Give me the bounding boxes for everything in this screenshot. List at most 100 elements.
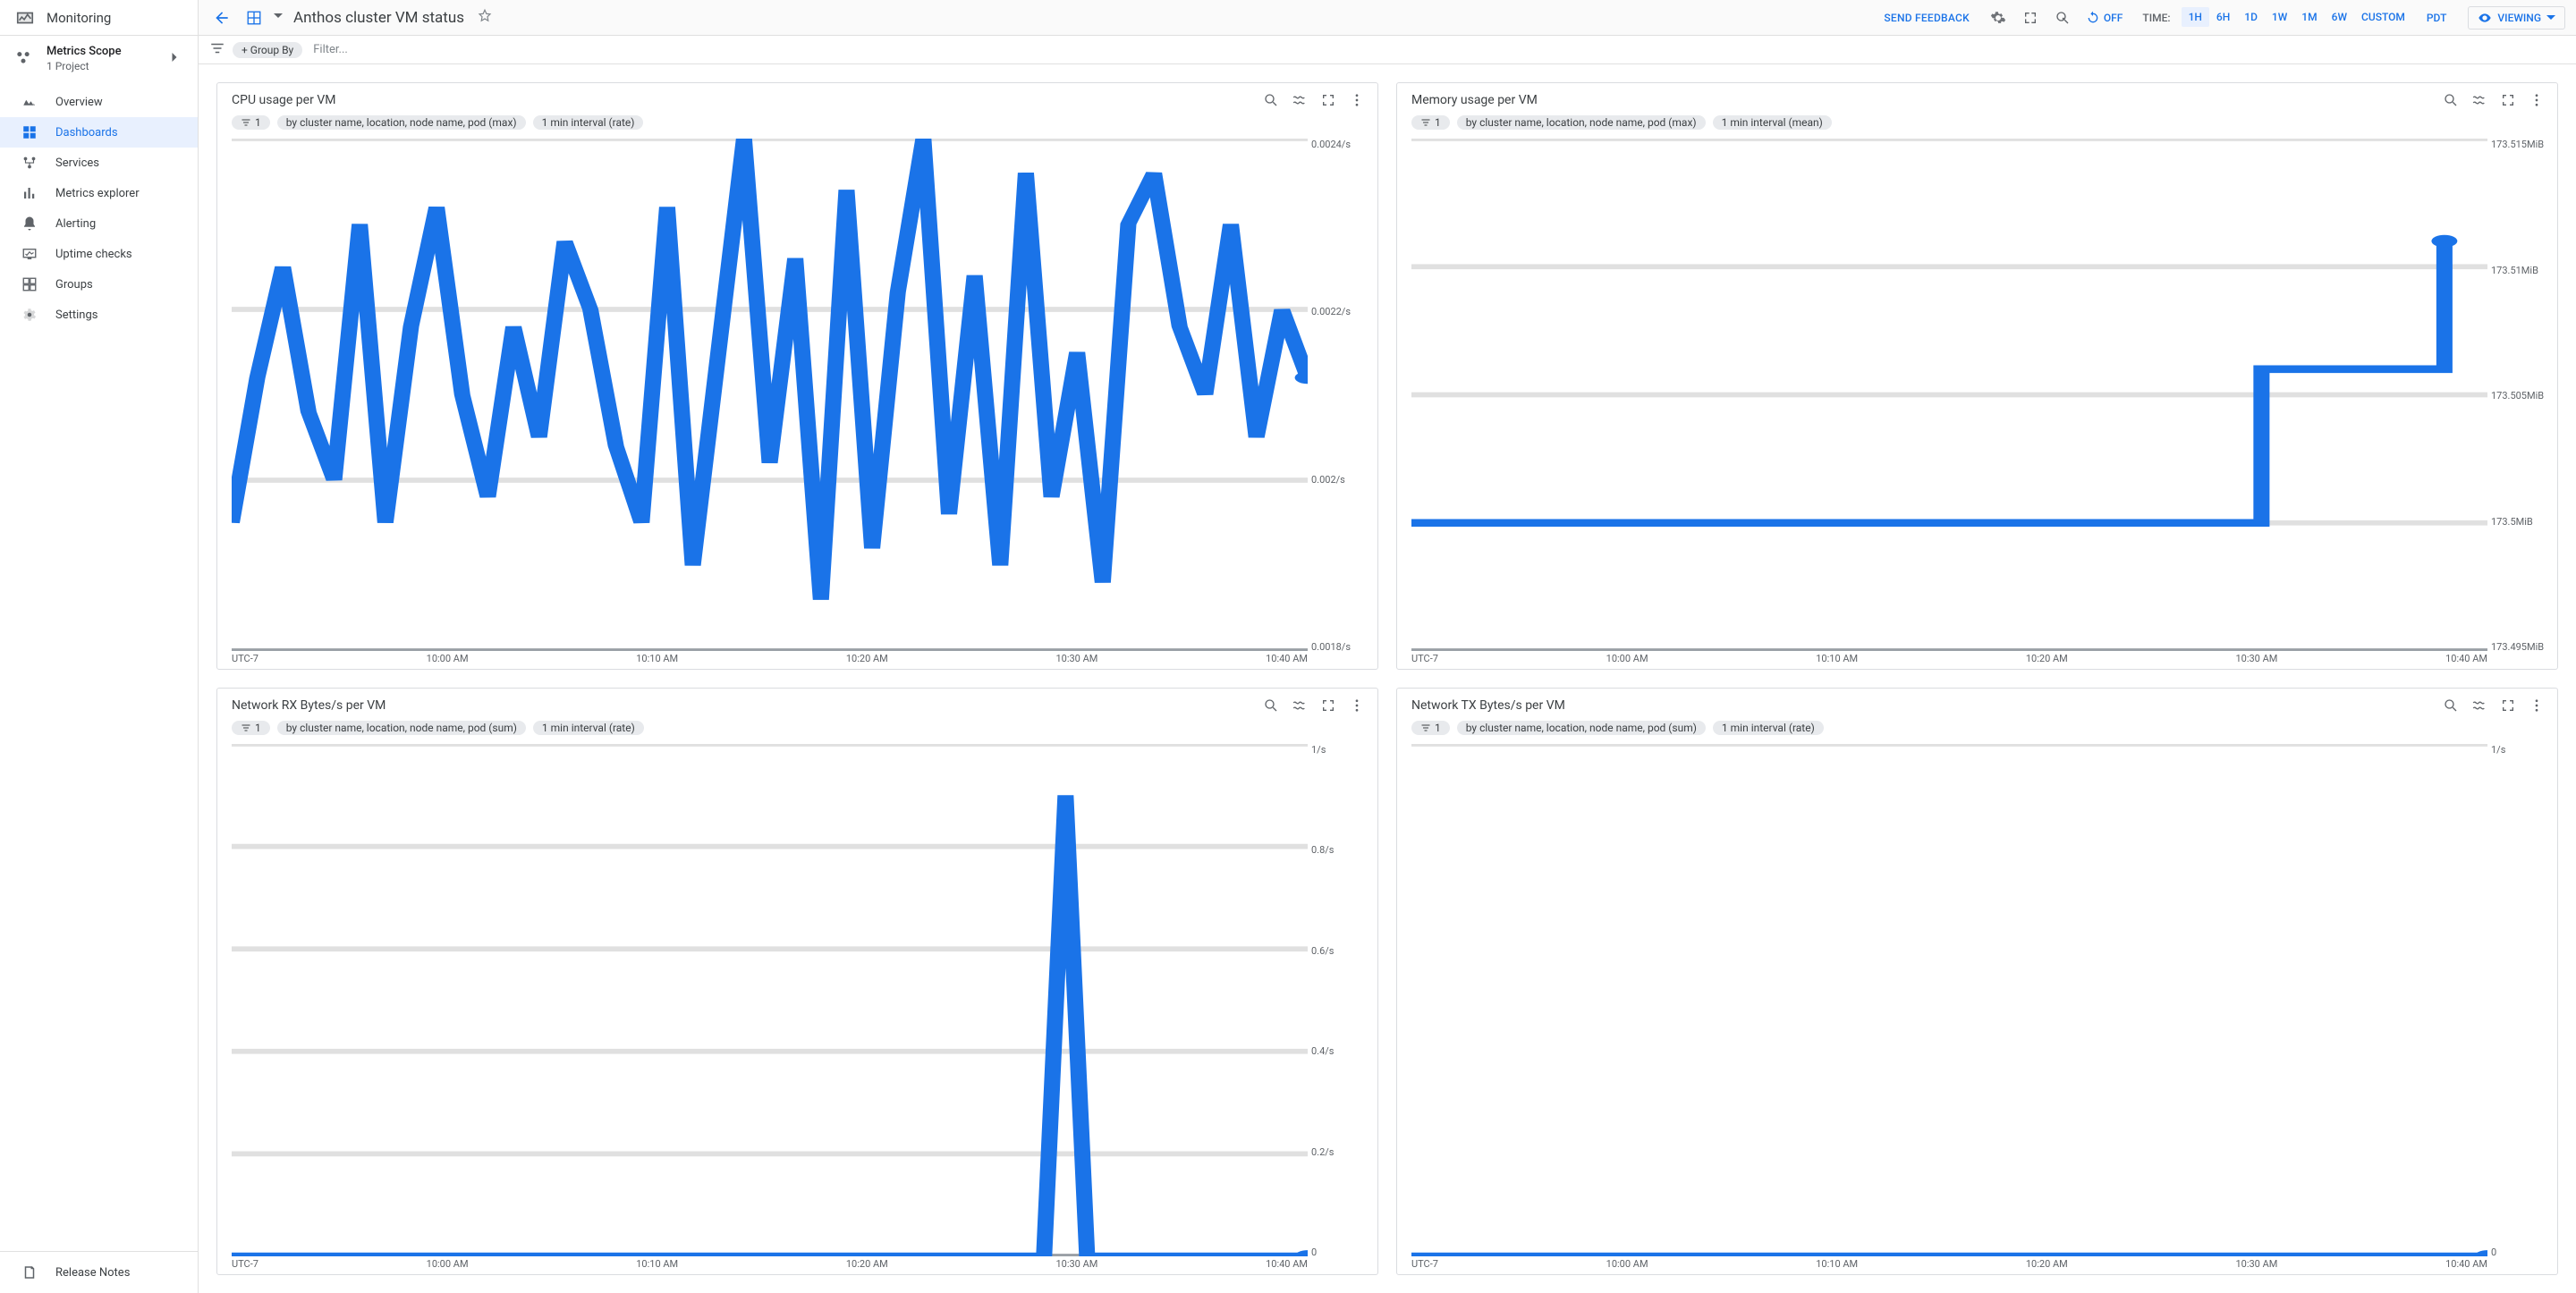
aggregation-chip[interactable]: by cluster name, location, node name, po… — [1457, 115, 1706, 130]
zoom-icon[interactable] — [2443, 92, 2459, 108]
dashboard-panels: CPU usage per VM 1 by cluster name, locat… — [199, 64, 2576, 1293]
sidebar-item-groups[interactable]: Groups — [0, 269, 198, 300]
sidebar: Monitoring Metrics Scope 1 Project Overv… — [0, 0, 199, 1293]
sidebar-item-label: Dashboards — [55, 126, 118, 139]
time-range-1h[interactable]: 1H — [2182, 7, 2209, 27]
chevron-right-icon — [165, 48, 183, 70]
metrics-scope-selector[interactable]: Metrics Scope 1 Project — [0, 36, 198, 81]
settings-gear-button[interactable] — [1986, 5, 2011, 30]
time-range-1w[interactable]: 1W — [2265, 7, 2294, 27]
panel-title: Network RX Bytes/s per VM — [232, 698, 1258, 713]
aggregation-chip[interactable]: 1 min interval (mean) — [1713, 115, 1832, 130]
scope-subtitle: 1 Project — [47, 60, 122, 72]
dropdown-caret-icon[interactable] — [274, 11, 283, 24]
sidebar-nav: Overview Dashboards Services Metrics explor… — [0, 81, 198, 1251]
settings-icon — [21, 307, 38, 323]
chart[interactable]: UTC-710:00 AM10:10 AM10:20 AM10:30 AM10:… — [232, 139, 1308, 665]
favorite-star-button[interactable] — [477, 8, 493, 28]
time-label: TIME: — [2142, 12, 2170, 24]
sidebar-item-overview[interactable]: Overview — [0, 87, 198, 117]
legend-icon[interactable] — [1292, 697, 1308, 714]
sidebar-product-title: Monitoring — [47, 10, 111, 26]
time-range-custom[interactable]: CUSTOM — [2354, 7, 2412, 27]
metrics-explorer-icon — [21, 185, 38, 201]
aggregation-chip[interactable]: by cluster name, location, node name, po… — [1457, 721, 1706, 735]
reset-zoom-button[interactable] — [2050, 5, 2075, 30]
time-range-1d[interactable]: 1D — [2237, 7, 2265, 27]
send-feedback-button[interactable]: SEND FEEDBACK — [1875, 12, 1979, 24]
release-notes-icon — [21, 1264, 38, 1280]
sidebar-item-services[interactable]: Services — [0, 148, 198, 178]
chart[interactable]: UTC-710:00 AM10:10 AM10:20 AM10:30 AM10:… — [232, 744, 1308, 1271]
sidebar-item-settings[interactable]: Settings — [0, 300, 198, 330]
sidebar-item-uptime[interactable]: Uptime checks — [0, 239, 198, 269]
auto-refresh-toggle[interactable]: OFF — [2082, 11, 2127, 25]
aggregation-chip[interactable]: by cluster name, location, node name, po… — [277, 115, 526, 130]
group-by-chip[interactable]: + Group By — [233, 42, 302, 58]
sidebar-item-label: Uptime checks — [55, 248, 132, 261]
aggregation-chip[interactable]: 1 min interval (rate) — [533, 115, 644, 130]
uptime-icon — [21, 246, 38, 262]
scope-icon — [14, 48, 32, 70]
sidebar-item-label: Release Notes — [55, 1266, 130, 1280]
panel-title: Network TX Bytes/s per VM — [1411, 698, 2437, 713]
viewing-mode-button[interactable]: VIEWING — [2468, 6, 2565, 30]
filter-chip[interactable]: 1 — [232, 721, 270, 735]
chart[interactable]: UTC-710:00 AM10:10 AM10:20 AM10:30 AM10:… — [1411, 744, 2487, 1271]
panel-title: CPU usage per VM — [232, 93, 1258, 107]
expand-icon[interactable] — [1320, 92, 1336, 108]
aggregation-chip[interactable]: 1 min interval (rate) — [533, 721, 644, 735]
sidebar-item-label: Groups — [55, 278, 93, 292]
auto-refresh-label: OFF — [2104, 12, 2123, 24]
filter-bar: + Group By Filter... — [199, 36, 2576, 64]
sidebar-header: Monitoring — [0, 0, 198, 36]
groups-icon — [21, 276, 38, 292]
legend-icon[interactable] — [1292, 92, 1308, 108]
sidebar-item-label: Overview — [55, 96, 103, 109]
panel-net_rx: Network RX Bytes/s per VM 1 by cluster na… — [216, 688, 1378, 1275]
aggregation-chip[interactable]: 1 min interval (rate) — [1713, 721, 1824, 735]
expand-icon[interactable] — [2500, 697, 2516, 714]
more-icon[interactable] — [2529, 92, 2545, 108]
panel-net_tx: Network TX Bytes/s per VM 1 by cluster na… — [1396, 688, 2558, 1275]
legend-icon[interactable] — [2471, 92, 2487, 108]
panel-cpu: CPU usage per VM 1 by cluster name, locat… — [216, 82, 1378, 670]
fullscreen-button[interactable] — [2018, 5, 2043, 30]
alerting-icon — [21, 216, 38, 232]
legend-icon[interactable] — [2471, 697, 2487, 714]
panel-title: Memory usage per VM — [1411, 93, 2437, 107]
time-range-1m[interactable]: 1M — [2294, 7, 2324, 27]
zoom-icon[interactable] — [1263, 92, 1279, 108]
back-button[interactable] — [209, 5, 234, 30]
sidebar-footer: Release Notes — [0, 1251, 198, 1293]
sidebar-item-metrics-explorer[interactable]: Metrics explorer — [0, 178, 198, 208]
dashboard-layout-button[interactable] — [242, 5, 267, 30]
sidebar-item-label: Settings — [55, 308, 97, 322]
expand-icon[interactable] — [1320, 697, 1336, 714]
panel-memory: Memory usage per VM 1 by cluster name, lo… — [1396, 82, 2558, 670]
filter-icon[interactable] — [209, 40, 225, 60]
filter-chip[interactable]: 1 — [232, 115, 270, 130]
filter-input[interactable]: Filter... — [313, 43, 348, 56]
sidebar-item-dashboards[interactable]: Dashboards — [0, 117, 198, 148]
sidebar-item-label: Alerting — [55, 217, 96, 231]
sidebar-item-alerting[interactable]: Alerting — [0, 208, 198, 239]
more-icon[interactable] — [1349, 697, 1365, 714]
time-range-6w[interactable]: 6W — [2325, 7, 2354, 27]
zoom-icon[interactable] — [2443, 697, 2459, 714]
filter-chip[interactable]: 1 — [1411, 115, 1450, 130]
filter-chip[interactable]: 1 — [1411, 721, 1450, 735]
chart[interactable]: UTC-710:00 AM10:10 AM10:20 AM10:30 AM10:… — [1411, 139, 2487, 665]
aggregation-chip[interactable]: by cluster name, location, node name, po… — [277, 721, 526, 735]
sidebar-item-release-notes[interactable]: Release Notes — [0, 1252, 198, 1293]
dashboards-icon — [21, 124, 38, 140]
monitoring-icon — [14, 7, 36, 29]
overview-icon — [21, 94, 38, 110]
more-icon[interactable] — [1349, 92, 1365, 108]
timezone-button[interactable]: PDT — [2419, 8, 2454, 28]
zoom-icon[interactable] — [1263, 697, 1279, 714]
more-icon[interactable] — [2529, 697, 2545, 714]
expand-icon[interactable] — [2500, 92, 2516, 108]
time-range-6h[interactable]: 6H — [2209, 7, 2237, 27]
sidebar-item-label: Services — [55, 156, 99, 170]
